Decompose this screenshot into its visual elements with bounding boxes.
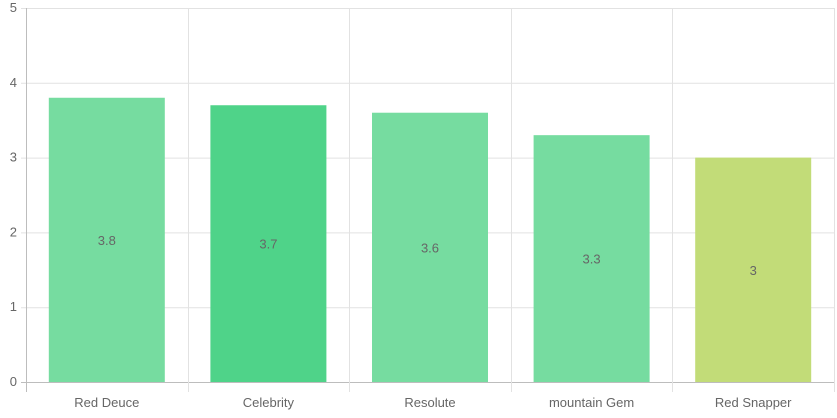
y-tick-label: 1 <box>10 299 17 314</box>
bar-4 <box>695 157 812 382</box>
bar-3 <box>533 135 650 382</box>
data-label: 3.7 <box>259 237 277 252</box>
y-tick-label: 3 <box>10 150 17 165</box>
y-tick-label: 0 <box>10 374 17 389</box>
data-label: 3.8 <box>98 233 116 248</box>
x-tick-label: Resolute <box>404 395 455 410</box>
bar-0 <box>48 97 165 382</box>
bar-1 <box>210 105 327 383</box>
x-tick-label: Celebrity <box>243 395 295 410</box>
data-label: 3 <box>750 263 757 278</box>
x-tick-label: mountain Gem <box>549 395 634 410</box>
y-tick-label: 5 <box>10 0 17 15</box>
y-tick-label: 4 <box>10 75 17 90</box>
y-tick-label: 2 <box>10 224 17 239</box>
bar-2 <box>372 112 488 382</box>
data-label: 3.3 <box>583 252 601 267</box>
data-label: 3.6 <box>421 240 439 255</box>
x-tick-label: Red Deuce <box>74 395 139 410</box>
x-tick-label: Red Snapper <box>715 395 792 410</box>
